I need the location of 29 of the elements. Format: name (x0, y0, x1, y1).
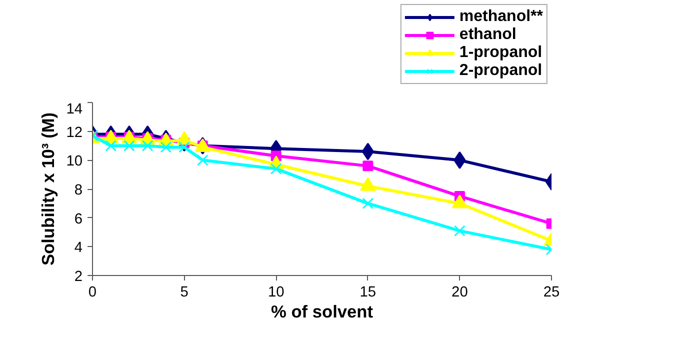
point (362, 160, 374, 172)
point (105, 140, 117, 152)
point (160, 141, 172, 153)
y-axis-title: Solubility x 10³ (M) (38, 112, 58, 266)
x-tick-label: 15 (360, 284, 376, 300)
x-tick-label: 25 (543, 284, 560, 300)
point (142, 140, 154, 152)
x-axis-title: % of solvent (270, 302, 374, 322)
y-tick-label: 10 (66, 154, 83, 170)
y-tick-label: 4 (74, 240, 83, 256)
point (270, 163, 282, 175)
x-tick-label: 5 (180, 284, 188, 300)
point (362, 198, 374, 210)
point (454, 225, 466, 237)
y-tick-label: 8 (74, 182, 83, 198)
y-tick-label: 12 (66, 124, 83, 141)
point (196, 154, 208, 166)
legend-label: methanol** (459, 8, 543, 26)
legend-label: ethanol (459, 26, 516, 44)
legend-label: 1-propanol (459, 44, 542, 62)
y-tick-label: 14 (66, 102, 83, 118)
point (178, 141, 190, 153)
legend-label: 2-propanol (459, 62, 542, 80)
y-tick-label: 6 (74, 211, 83, 228)
x-tick-label: 10 (268, 284, 284, 300)
y-tick-label: 2 (74, 269, 83, 285)
point (124, 140, 135, 152)
x-tick-label: 0 (88, 284, 97, 300)
x-tick-label: 20 (452, 284, 468, 300)
